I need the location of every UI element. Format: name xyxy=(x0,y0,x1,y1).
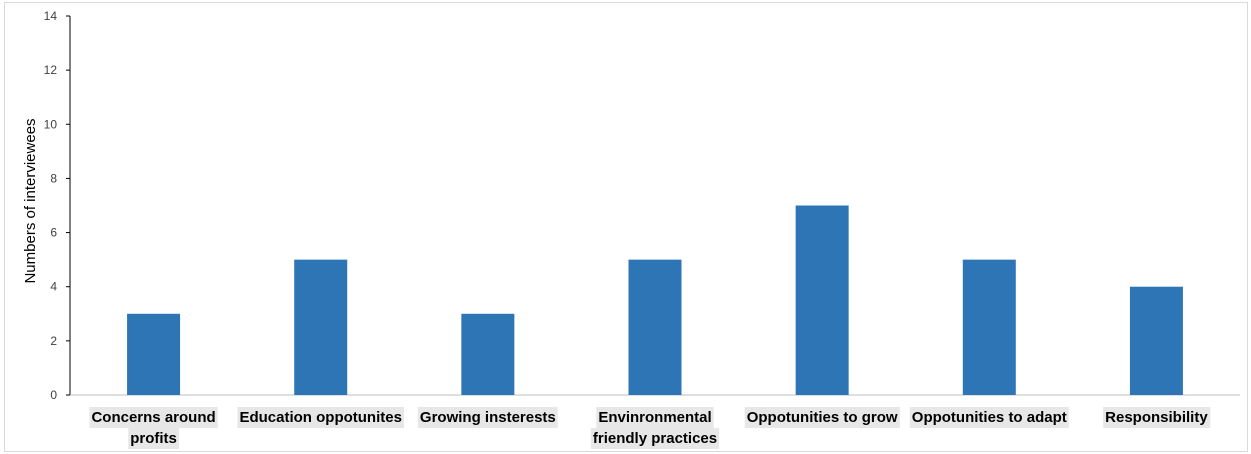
x-tick-label: profits xyxy=(130,430,177,447)
bar xyxy=(1129,286,1183,395)
bar xyxy=(628,259,682,395)
x-tick-label-highlight xyxy=(1103,407,1211,428)
x-tick-label-highlight xyxy=(596,407,714,428)
x-tick-label-highlight xyxy=(128,428,179,449)
x-tick-label: Education oppotunites xyxy=(239,409,402,426)
y-tick-label: 0 xyxy=(50,388,57,402)
y-tick-label: 12 xyxy=(44,63,58,77)
x-tick-label: Responsibility xyxy=(1105,409,1208,426)
x-tick-label-highlight xyxy=(590,428,720,449)
bar xyxy=(461,313,515,395)
x-tick-label: Oppotunities to adapt xyxy=(912,409,1067,426)
x-tick-label: Oppotunities to grow xyxy=(747,409,898,426)
x-tick-label-highlight xyxy=(417,407,558,428)
y-tick-label: 2 xyxy=(50,334,57,348)
chart-frame xyxy=(4,2,1248,452)
bar xyxy=(962,259,1016,395)
y-tick-label: 10 xyxy=(44,117,58,131)
y-tick-label: 4 xyxy=(50,280,57,294)
x-tick-label-highlight xyxy=(909,407,1069,428)
y-tick-label: 6 xyxy=(50,226,57,240)
bar xyxy=(127,313,181,395)
bar xyxy=(294,259,348,395)
x-tick-label-highlight xyxy=(744,407,900,428)
y-axis-label: Numbers of interviewees xyxy=(22,118,39,283)
y-tick-label: 14 xyxy=(44,9,58,23)
x-tick-label: Envinronmental xyxy=(598,409,711,426)
x-tick-label: friendly practices xyxy=(593,430,717,447)
x-tick-label: Growing insterests xyxy=(420,409,556,426)
x-tick-label-highlight xyxy=(89,407,218,428)
y-tick-label: 8 xyxy=(50,171,57,185)
x-tick-label-highlight xyxy=(237,407,404,428)
x-tick-label: Concerns around xyxy=(91,409,215,426)
bar xyxy=(795,205,849,395)
